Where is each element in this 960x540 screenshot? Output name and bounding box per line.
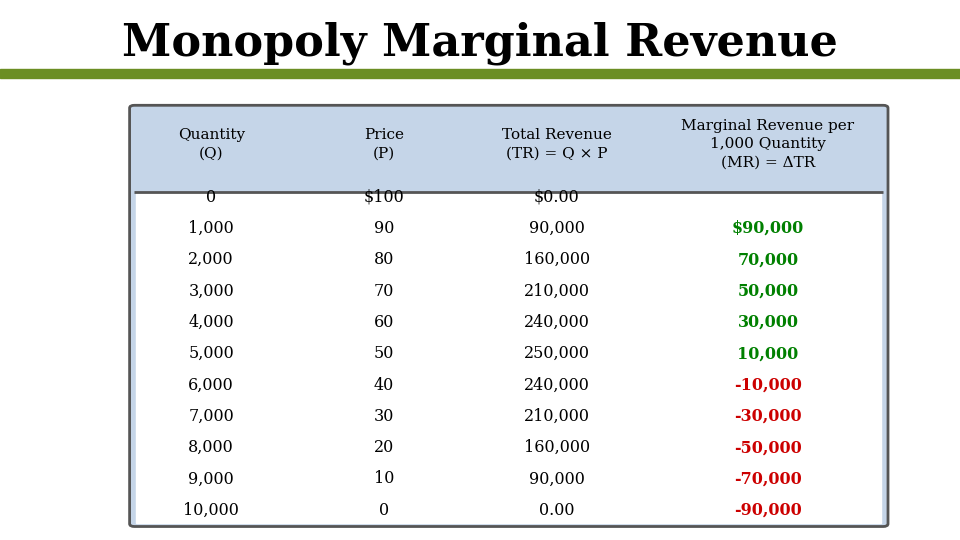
Text: 80: 80 xyxy=(373,251,395,268)
Text: 90,000: 90,000 xyxy=(529,220,585,237)
Text: 90: 90 xyxy=(373,220,395,237)
Text: 210,000: 210,000 xyxy=(524,282,589,300)
Text: 10,000: 10,000 xyxy=(737,345,799,362)
Text: -90,000: -90,000 xyxy=(734,502,802,519)
Text: Price
(P): Price (P) xyxy=(364,128,404,160)
Text: 10: 10 xyxy=(373,470,395,488)
Text: 6,000: 6,000 xyxy=(188,376,234,394)
Text: 20: 20 xyxy=(373,439,395,456)
Text: 240,000: 240,000 xyxy=(524,314,589,331)
Text: 4,000: 4,000 xyxy=(188,314,234,331)
Text: 9,000: 9,000 xyxy=(188,470,234,488)
Text: 210,000: 210,000 xyxy=(524,408,589,425)
Text: -50,000: -50,000 xyxy=(734,439,802,456)
Text: 30: 30 xyxy=(373,408,395,425)
Text: 50: 50 xyxy=(373,345,395,362)
Text: 0: 0 xyxy=(379,502,389,519)
Bar xyxy=(0,69,960,78)
Text: 240,000: 240,000 xyxy=(524,376,589,394)
Text: 160,000: 160,000 xyxy=(524,251,589,268)
Text: 5,000: 5,000 xyxy=(188,345,234,362)
Text: $0.00: $0.00 xyxy=(534,188,580,206)
Text: 7,000: 7,000 xyxy=(188,408,234,425)
Bar xyxy=(136,193,881,523)
Text: -70,000: -70,000 xyxy=(734,470,802,488)
Text: 70: 70 xyxy=(373,282,395,300)
Text: 70,000: 70,000 xyxy=(737,251,799,268)
Text: 10,000: 10,000 xyxy=(183,502,239,519)
Text: 40: 40 xyxy=(373,376,395,394)
Text: 3,000: 3,000 xyxy=(188,282,234,300)
Text: -30,000: -30,000 xyxy=(734,408,802,425)
Text: $100: $100 xyxy=(364,188,404,206)
Text: 2,000: 2,000 xyxy=(188,251,234,268)
Text: 160,000: 160,000 xyxy=(524,439,589,456)
Text: Quantity
(Q): Quantity (Q) xyxy=(178,128,245,160)
Text: Monopoly Marginal Revenue: Monopoly Marginal Revenue xyxy=(122,22,838,65)
Text: Marginal Revenue per
1,000 Quantity
(MR) = ΔTR: Marginal Revenue per 1,000 Quantity (MR)… xyxy=(682,119,854,170)
Text: 60: 60 xyxy=(373,314,395,331)
Text: 30,000: 30,000 xyxy=(737,314,799,331)
Text: 50,000: 50,000 xyxy=(737,282,799,300)
Text: Total Revenue
(TR) = Q × P: Total Revenue (TR) = Q × P xyxy=(502,128,612,160)
Text: 250,000: 250,000 xyxy=(524,345,589,362)
Text: $90,000: $90,000 xyxy=(732,220,804,237)
Text: 0.00: 0.00 xyxy=(540,502,574,519)
Text: -10,000: -10,000 xyxy=(734,376,802,394)
FancyBboxPatch shape xyxy=(130,105,888,526)
Text: 8,000: 8,000 xyxy=(188,439,234,456)
Text: 90,000: 90,000 xyxy=(529,470,585,488)
Text: 0: 0 xyxy=(206,188,216,206)
Text: 1,000: 1,000 xyxy=(188,220,234,237)
